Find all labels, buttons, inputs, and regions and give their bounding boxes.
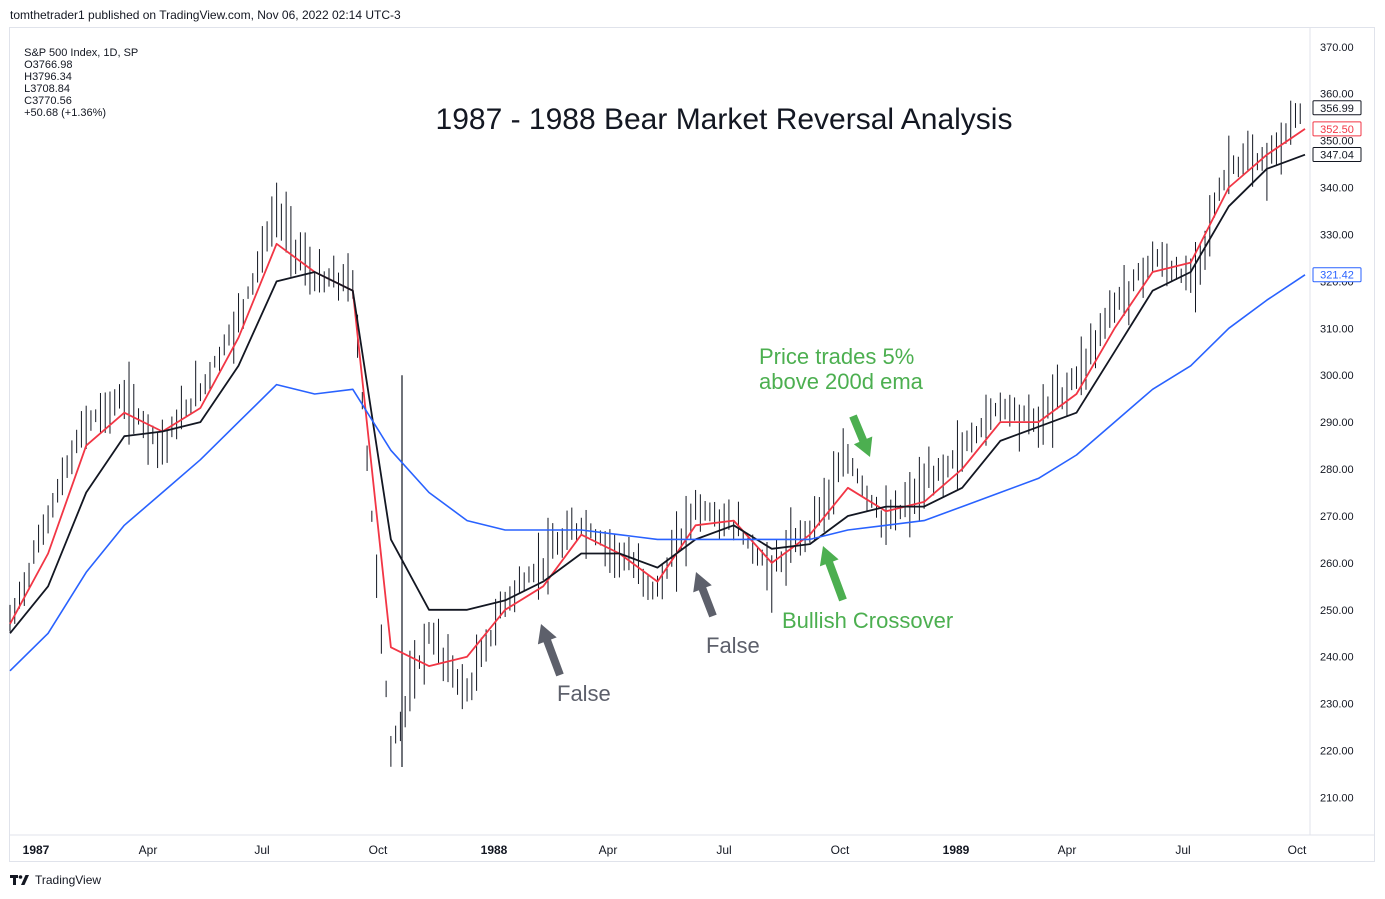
price-label-text: 356.99 [1320,103,1354,115]
price-trades-5pct-annotation-line: above 200d ema [759,369,924,394]
y-tick-label: 360.00 [1320,89,1354,101]
bullish-crossover-annotation-line: Bullish Crossover [782,608,953,633]
chart-title: 1987 - 1988 Bear Market Reversal Analysi… [436,103,1013,136]
x-tick-label: 1989 [943,843,970,857]
price-label-box [1312,100,1362,116]
y-tick-label: 370.00 [1320,42,1354,54]
axis-divider-layer [10,28,1374,836]
open-value: O3766.98 [24,59,73,71]
y-tick-label: 220.00 [1320,746,1354,758]
x-tick-label: Jul [254,843,269,857]
x-tick-label: 1988 [481,843,508,857]
price-trades-5pct-annotation-line: Price trades 5% [759,344,914,369]
y-tick-label: 280.00 [1320,464,1354,476]
chart-frame[interactable] [9,27,1375,862]
ema_fast-line [9,128,1306,667]
x-tick-label: Apr [139,843,158,857]
tradingview-logo-icon [10,875,29,885]
y-tick-label: 250.00 [1320,605,1354,617]
y-tick-label: 310.00 [1320,323,1354,335]
y-tick-label: 270.00 [1320,511,1354,523]
price-label-text: 321.42 [1320,270,1354,282]
gray-arrow-up-1-icon [537,624,564,677]
y-tick-label: 300.00 [1320,370,1354,382]
symbol-legend: S&P 500 Index, 1D, SP O3766.98 H3796.34 … [18,35,144,119]
y-tick-label: 240.00 [1320,652,1354,664]
x-tick-label: 1987 [23,843,50,857]
x-tick-label: Jul [716,843,731,857]
price-label-text: 352.50 [1320,124,1354,136]
tradingview-brand: TradingView [35,873,102,887]
false-annotation-2-line: False [706,633,760,658]
close-value: C3770.56 [24,95,72,107]
ema_mid-line [9,153,1306,634]
y-tick-label: 350.00 [1320,136,1354,148]
y-tick-label: 260.00 [1320,558,1354,570]
time-axis: 1987 Apr Jul Oct 1988 Apr Jul Oct 1989 Apr Jul Oct [23,843,1307,857]
arrow-layer [537,414,873,677]
gray-arrow-up-2-icon [693,572,717,618]
green-arrow-up-icon [819,546,847,602]
low-value: L3708.84 [24,83,71,95]
price-label-text: 347.04 [1320,149,1354,161]
x-tick-label: Oct [831,843,850,857]
price-labels: 356.99 352.50 347.04 321.42 [1312,100,1362,283]
y-tick-label: 210.00 [1320,792,1354,804]
green-arrow-down-icon [849,414,873,457]
high-value: H3796.34 [24,71,72,83]
false-annotation-1-line: False [557,681,611,706]
y-tick-label: 340.00 [1320,183,1354,195]
symbol-name: S&P 500 Index, 1D, SP [24,47,139,59]
price-bars-layer [9,100,1301,767]
x-tick-label: Oct [369,843,388,857]
series-layer [9,128,1306,672]
x-tick-label: Apr [1058,843,1077,857]
x-tick-label: Oct [1288,843,1307,857]
published-by-line: tomthetrader1 published on TradingView.c… [10,8,401,22]
price-label-box [1312,267,1362,283]
price-label-box [1312,146,1362,162]
y-tick-label: 230.00 [1320,699,1354,711]
annotation-layer: Price trades 5%above 200d ema Bullish Cro… [557,344,953,706]
price-label-box [1312,121,1362,137]
y-tick-label: 330.00 [1320,229,1354,241]
x-tick-label: Apr [599,843,618,857]
change-value: +50.68 (+1.36%) [24,107,107,119]
tradingview-footer[interactable]: TradingView [10,873,101,887]
x-tick-label: Jul [1175,843,1190,857]
y-tick-label: 290.00 [1320,417,1354,429]
ema_200-line [9,274,1306,672]
